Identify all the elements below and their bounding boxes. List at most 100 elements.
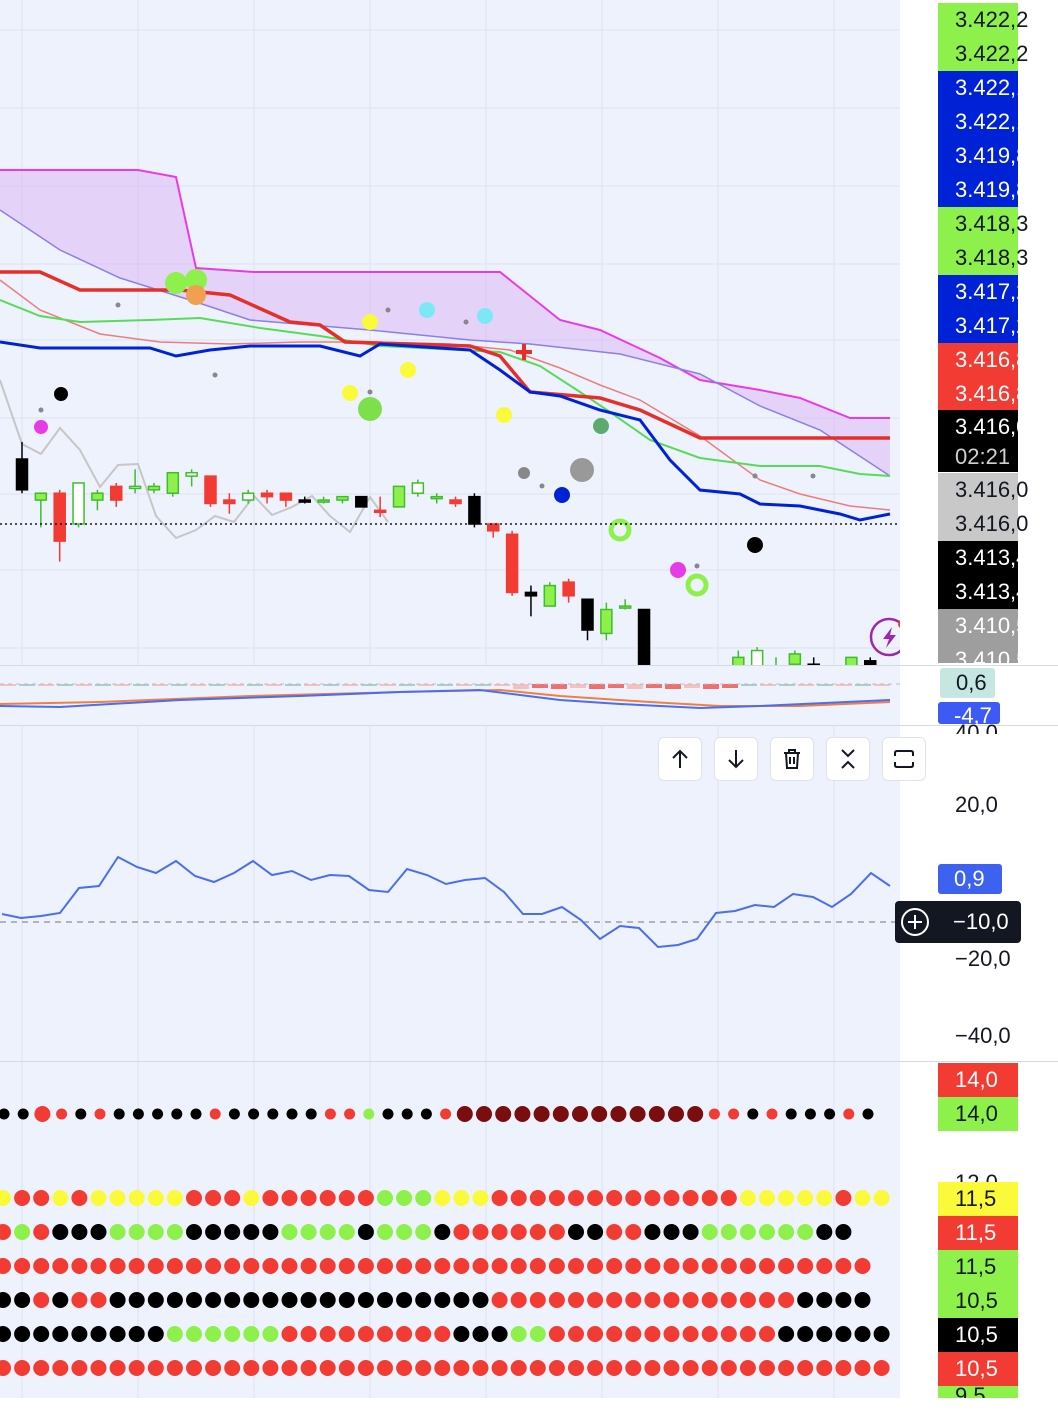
maximize-pane-button[interactable] bbox=[882, 737, 926, 781]
pane-divider[interactable] bbox=[0, 725, 1058, 726]
macd-bar bbox=[874, 684, 890, 686]
grid-main bbox=[0, 0, 900, 665]
indicator-dot bbox=[377, 1258, 393, 1274]
slow-ma-line bbox=[0, 209, 891, 477]
indicator-dot bbox=[128, 1360, 145, 1376]
indicator-dot bbox=[591, 1106, 608, 1122]
macd-bar bbox=[304, 684, 320, 686]
indicator-dot bbox=[682, 1292, 699, 1308]
macd-bar bbox=[342, 684, 358, 686]
indicator-dot bbox=[644, 1292, 661, 1308]
dots-axis-tag: 14,0 bbox=[938, 1063, 1018, 1097]
macd-pane[interactable] bbox=[0, 666, 900, 725]
candle bbox=[732, 650, 745, 665]
indicator-dot bbox=[33, 1326, 50, 1342]
pane-divider[interactable] bbox=[0, 665, 1058, 666]
indicator-dot bbox=[382, 1108, 394, 1120]
indicator-dot bbox=[109, 1190, 126, 1206]
oscillator-axis-label: −20,0 bbox=[955, 946, 1011, 971]
indicator-dot bbox=[305, 1108, 317, 1120]
indicator-dot bbox=[17, 1108, 29, 1120]
price-tag: 3.413,4 bbox=[938, 541, 1028, 575]
indicator-dot bbox=[186, 1190, 202, 1206]
signal-dot bbox=[694, 563, 700, 569]
crosshair-add-button[interactable] bbox=[895, 901, 935, 943]
macd-bar bbox=[95, 684, 111, 686]
indicator-dot bbox=[205, 1224, 222, 1240]
delete-pane-button[interactable] bbox=[770, 737, 814, 781]
indicator-dot bbox=[186, 1326, 202, 1342]
candles[interactable] bbox=[15, 441, 877, 665]
candle-body bbox=[637, 608, 651, 665]
candle-body bbox=[223, 499, 236, 505]
indicator-dot bbox=[491, 1292, 508, 1308]
macd-bar bbox=[665, 684, 681, 689]
macd-bar bbox=[361, 684, 377, 686]
candle bbox=[562, 578, 575, 603]
candle bbox=[279, 492, 293, 507]
indicator-dot bbox=[778, 1292, 795, 1308]
oscillator-pane[interactable] bbox=[0, 726, 900, 1061]
indicator-dot bbox=[873, 1190, 890, 1206]
candle-body bbox=[864, 660, 877, 665]
indicator-dot bbox=[701, 1292, 718, 1308]
indicator-dot bbox=[415, 1258, 432, 1274]
lightning-icon[interactable] bbox=[869, 617, 900, 657]
move-pane-down-button[interactable] bbox=[714, 737, 758, 781]
arrow-up-icon bbox=[672, 749, 688, 768]
price-tag: 3.418,3 bbox=[938, 241, 1028, 275]
main-price-chart[interactable] bbox=[0, 0, 900, 665]
signal-dot bbox=[496, 407, 512, 423]
indicator-dot bbox=[548, 1224, 565, 1240]
candle bbox=[411, 479, 425, 497]
dot-rows bbox=[0, 1106, 890, 1376]
signal-dot bbox=[810, 473, 816, 479]
indicator-dot bbox=[338, 1258, 355, 1274]
indicator-dot bbox=[90, 1258, 107, 1274]
indicator-dot bbox=[568, 1326, 584, 1342]
indicator-dot bbox=[434, 1360, 451, 1376]
indicator-dot bbox=[797, 1360, 814, 1376]
candle bbox=[449, 496, 462, 507]
signal-dot bbox=[477, 308, 493, 324]
price-tag: 3.419,8 bbox=[938, 139, 1028, 173]
candle bbox=[750, 647, 764, 665]
pane-divider[interactable] bbox=[0, 1061, 1058, 1062]
indicator-dot bbox=[224, 1292, 241, 1308]
indicator-dot bbox=[568, 1292, 584, 1308]
candle bbox=[166, 471, 180, 497]
indicator-dot bbox=[644, 1360, 661, 1376]
indicator-dot bbox=[209, 1108, 221, 1120]
collapse-pane-button[interactable] bbox=[826, 737, 870, 781]
indicator-dot bbox=[663, 1326, 680, 1342]
indicator-dot bbox=[453, 1292, 470, 1308]
indicator-dot bbox=[281, 1258, 298, 1274]
indicator-dot bbox=[873, 1326, 890, 1342]
candle-body bbox=[241, 492, 255, 501]
indicator-dot bbox=[33, 1258, 50, 1274]
indicator-dot bbox=[109, 1326, 126, 1342]
indicator-dot bbox=[0, 1360, 11, 1376]
candle bbox=[298, 496, 311, 504]
indicator-dot bbox=[797, 1190, 814, 1206]
signal-dot bbox=[463, 319, 469, 325]
indicator-dot bbox=[816, 1258, 833, 1274]
indicator-dot bbox=[324, 1108, 336, 1120]
arrow-down-icon bbox=[728, 750, 744, 769]
dots-axis-tag: 11,5 bbox=[938, 1182, 1018, 1216]
indicator-dot bbox=[495, 1106, 512, 1122]
indicator-dot bbox=[0, 1224, 11, 1240]
indicator-dot bbox=[610, 1106, 627, 1122]
candle-body bbox=[581, 598, 594, 631]
macd-bar bbox=[627, 684, 643, 689]
move-pane-up-button[interactable] bbox=[658, 737, 702, 781]
candle-body bbox=[543, 584, 557, 607]
indicator-dot bbox=[228, 1108, 240, 1120]
signal-dot bbox=[400, 362, 416, 378]
dots-pane[interactable] bbox=[0, 1062, 900, 1398]
candle-body bbox=[298, 499, 311, 503]
indicator-dot bbox=[778, 1224, 795, 1240]
candle bbox=[468, 493, 481, 528]
candle-body bbox=[128, 485, 142, 490]
macd-bar bbox=[399, 684, 415, 686]
